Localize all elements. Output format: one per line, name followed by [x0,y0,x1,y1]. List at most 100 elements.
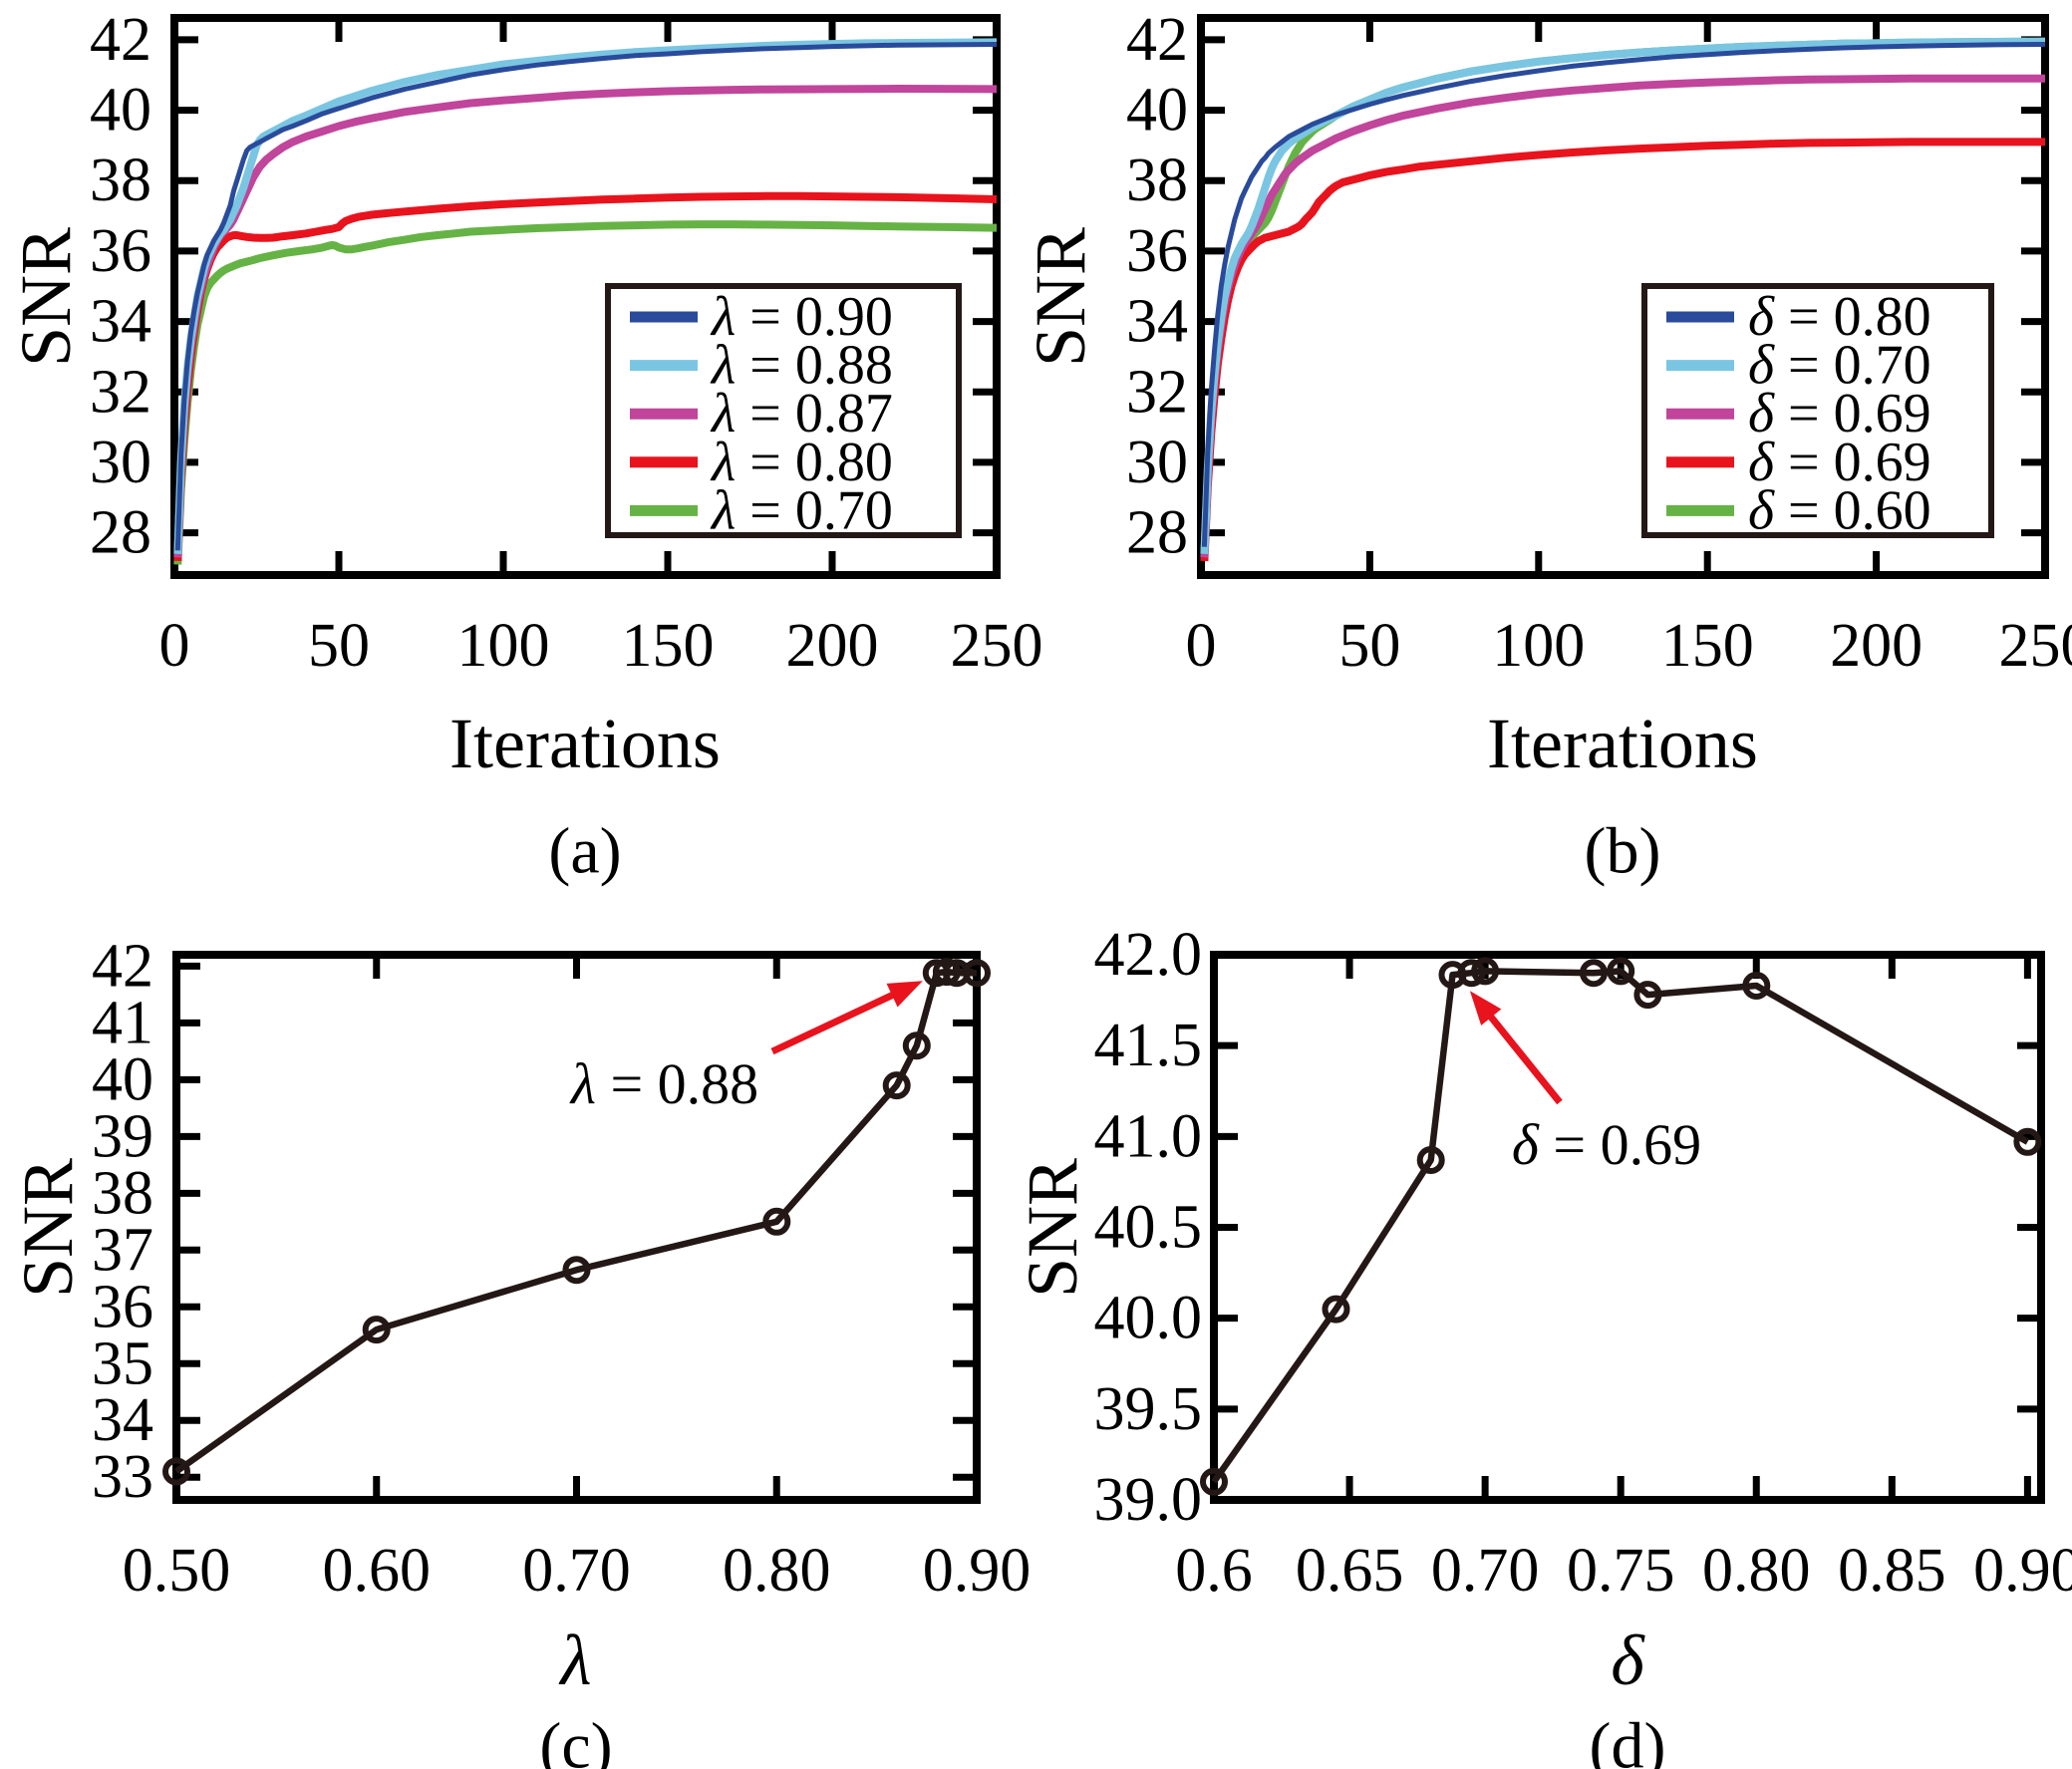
y-tick-label: 28 [1126,499,1188,567]
x-tick-label: 0.70 [522,1537,631,1605]
y-tick-label: 34 [90,288,151,356]
legend-entry-label-symbol: λ [710,479,736,541]
y-tick-label: 32 [90,358,151,426]
annotation-arrow-shaft [770,990,898,1055]
x-axis-label-a: Iterations [449,704,721,783]
annotation-text-d: δ = 0.69 [1512,1112,1701,1177]
series-line-δ-0.70 [1200,37,2046,554]
series-line-δ-0.69 [1200,138,2045,562]
y-tick-label: 34 [92,1386,153,1454]
series-line-c [174,968,977,1475]
annotation-arrow-shaft [1486,1012,1563,1105]
x-tick-label: 0.80 [1702,1537,1811,1605]
y-tick-label: 39.5 [1094,1375,1203,1443]
legend-entry-label: λ = 0.70 [710,479,893,541]
legend-entry-label-value: = 0.60 [1774,479,1931,541]
legend-b: δ = 0.80δ = 0.70δ = 0.69δ = 0.69δ = 0.60 [1641,283,1994,541]
x-tick-label: 150 [1661,612,1754,680]
x-tick-label: 100 [1492,612,1585,680]
y-tick-label: 42.0 [1094,921,1203,989]
data-point-marker [1322,1295,1350,1324]
legend-entry-label: λ = 0.90 [710,286,893,348]
y-tick-label: 32 [1126,358,1188,426]
x-axis-label-c: λ [558,1621,591,1700]
y-tick-label: 40.5 [1094,1194,1203,1262]
x-tick-label: 200 [1830,612,1923,680]
x-tick-label: 250 [951,612,1043,680]
data-point-marker [1416,1146,1445,1174]
data-point-marker [963,959,991,988]
x-tick-label: 0.75 [1567,1537,1675,1605]
x-tick-label: 0.90 [1973,1537,2072,1605]
legend-entry-label: δ = 0.70 [1748,335,1931,397]
annotation-text-c-value: = 0.88 [596,1051,758,1116]
legend-entry-label: δ = 0.69 [1748,383,1931,444]
data-point-marker [1633,981,1662,1010]
plot-box-b [1197,14,2049,579]
y-tick-label: 42 [90,6,151,74]
legend-entry-label-symbol: δ [1748,335,1775,397]
x-ticks-a: 0 50 100 150 200 250 [159,18,1043,680]
legend-entry-label: δ = 0.69 [1748,432,1931,493]
y-tick-label: 42 [1126,6,1188,74]
caption-c: (c) [539,1710,612,1769]
legend-entry-label-value: = 0.69 [1774,383,1931,444]
series-markers-c [162,958,991,1486]
x-tick-label: 0.90 [923,1537,1032,1605]
legend-entry-label-value: = 0.88 [736,335,893,397]
series-line-δ-0.80 [1201,42,2046,547]
series-group-a [173,38,998,565]
x-ticks-d: 0.6 0.65 0.70 0.75 0.80 0.85 0.90 [1175,955,2072,1605]
y-tick-label: 39 [92,1102,153,1170]
legend-entry-label-value: = 0.80 [736,432,893,493]
data-point-marker [1580,959,1608,988]
x-axis-label-d: δ [1611,1621,1645,1700]
y-tick-label: 38 [90,147,151,214]
y-tick-label: 40 [92,1045,153,1113]
legend-entry-label-symbol: λ [710,335,736,397]
caption-b: (b) [1585,815,1661,888]
legend-entry-label-symbol: δ [1748,432,1775,493]
x-tick-label: 250 [1999,612,2072,680]
legend-entry-label: δ = 0.60 [1748,479,1931,541]
series-group-c [174,968,977,1475]
y-axis-label-b: SNR [1021,227,1100,367]
y-tick-label: 41.5 [1094,1012,1203,1079]
data-point-marker [1607,957,1635,986]
data-point-marker [362,1316,391,1344]
x-tick-label: 0 [159,612,190,680]
legend-entry-label-value: = 0.90 [736,286,893,348]
y-tick-label: 33 [92,1443,153,1511]
y-tick-label: 39.0 [1094,1466,1203,1534]
y-tick-label: 37 [92,1216,153,1284]
annotation-text-c: λ = 0.88 [569,1051,758,1116]
y-tick-label: 35 [92,1329,153,1397]
legend-entry-label-symbol: δ [1748,383,1775,444]
annotation-d: δ = 0.69 [1469,991,1701,1177]
y-tick-label: 36 [90,217,151,285]
legend-entry-label-value: = 0.80 [1774,286,1931,348]
x-tick-label: 0.6 [1175,1537,1253,1605]
x-tick-label: 50 [308,612,370,680]
caption-d: (d) [1590,1710,1666,1769]
y-ticks-d: 39.0 39.5 40.0 40.5 41.0 41.5 42.0 [1094,921,2041,1534]
y-tick-label: 38 [1126,147,1188,214]
y-tick-label: 30 [1126,429,1188,496]
legend-entry-label: λ = 0.80 [710,432,893,493]
y-tick-label: 36 [92,1273,153,1340]
legend-entry-label: λ = 0.88 [710,335,893,397]
legend-entry-label: λ = 0.87 [710,383,893,444]
x-tick-label: 200 [786,612,879,680]
plot-box-c [172,951,981,1504]
data-point-marker [1742,972,1771,1000]
x-ticks-c: 0.50 0.60 0.70 0.80 0.90 [123,955,1032,1605]
x-tick-label: 100 [457,612,550,680]
plot-box-d [1210,951,2045,1504]
annotation-arrow-head [886,981,923,1008]
data-point-marker [162,1457,190,1486]
series-markers-d [1200,957,2042,1496]
x-axis-label-b: Iterations [1487,704,1758,783]
panel-c-chart: 0.50 0.60 0.70 0.80 0.90 33343536373839404142… [8,932,1032,1769]
